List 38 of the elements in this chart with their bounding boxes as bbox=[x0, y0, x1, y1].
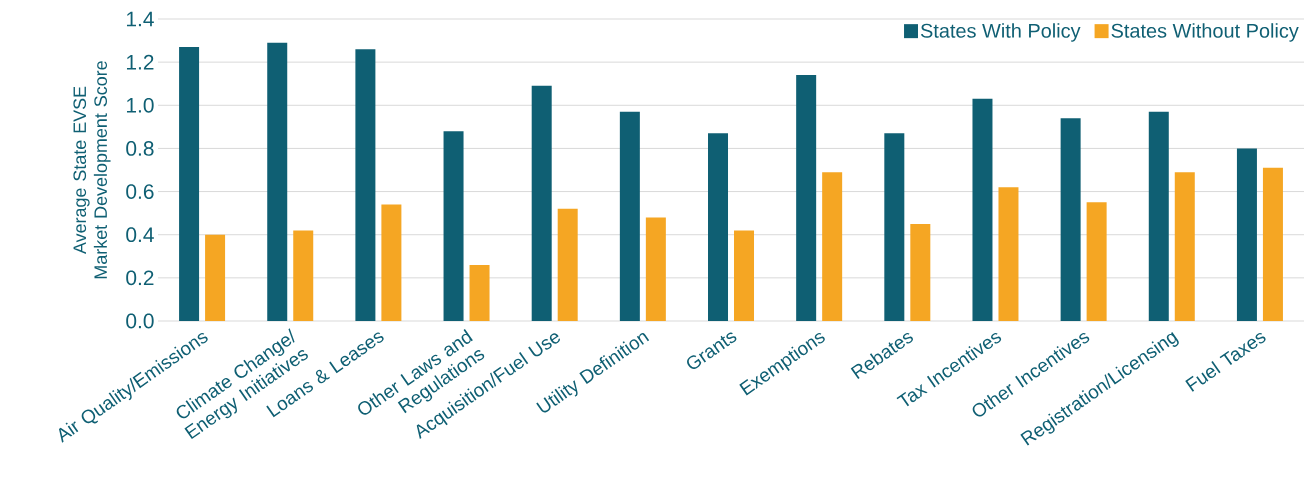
legend-label: States Without Policy bbox=[1111, 23, 1299, 42]
bar bbox=[443, 131, 464, 321]
y-tick-label: 0.0 bbox=[126, 313, 154, 329]
bar bbox=[1148, 111, 1169, 321]
bar bbox=[1262, 167, 1283, 321]
bar bbox=[1060, 118, 1081, 321]
bar bbox=[267, 42, 288, 321]
bar bbox=[972, 98, 993, 321]
bar bbox=[884, 133, 905, 321]
bar bbox=[205, 234, 226, 321]
bar bbox=[293, 230, 314, 321]
bar bbox=[355, 49, 376, 321]
y-tick-label: 0.6 bbox=[126, 184, 154, 199]
y-axis-title: Average State EVSE Market Development Score bbox=[73, 61, 111, 279]
bar bbox=[708, 133, 729, 321]
bar bbox=[1236, 148, 1257, 321]
y-tick-label: 1.4 bbox=[126, 11, 154, 27]
bar bbox=[557, 208, 578, 321]
bar bbox=[469, 264, 490, 321]
x-tick-label: Fuel Taxes bbox=[1185, 332, 1266, 392]
bar bbox=[1086, 202, 1107, 321]
bar bbox=[998, 187, 1019, 321]
y-tick-label: 0.4 bbox=[126, 227, 154, 243]
bar bbox=[179, 47, 200, 321]
bar bbox=[381, 204, 402, 321]
bar bbox=[1174, 172, 1195, 321]
bar bbox=[645, 217, 666, 321]
bar bbox=[531, 85, 552, 321]
bar bbox=[822, 172, 843, 321]
bar bbox=[734, 230, 755, 321]
y-tick-label: 1.2 bbox=[126, 54, 154, 70]
bar bbox=[910, 223, 931, 321]
y-tick-label: 1.0 bbox=[126, 97, 154, 113]
legend-label: States With Policy bbox=[920, 23, 1081, 42]
bar bbox=[796, 75, 817, 321]
y-tick-label: 0.2 bbox=[126, 270, 154, 286]
bar bbox=[619, 111, 640, 321]
y-tick-label: 0.8 bbox=[126, 141, 154, 156]
